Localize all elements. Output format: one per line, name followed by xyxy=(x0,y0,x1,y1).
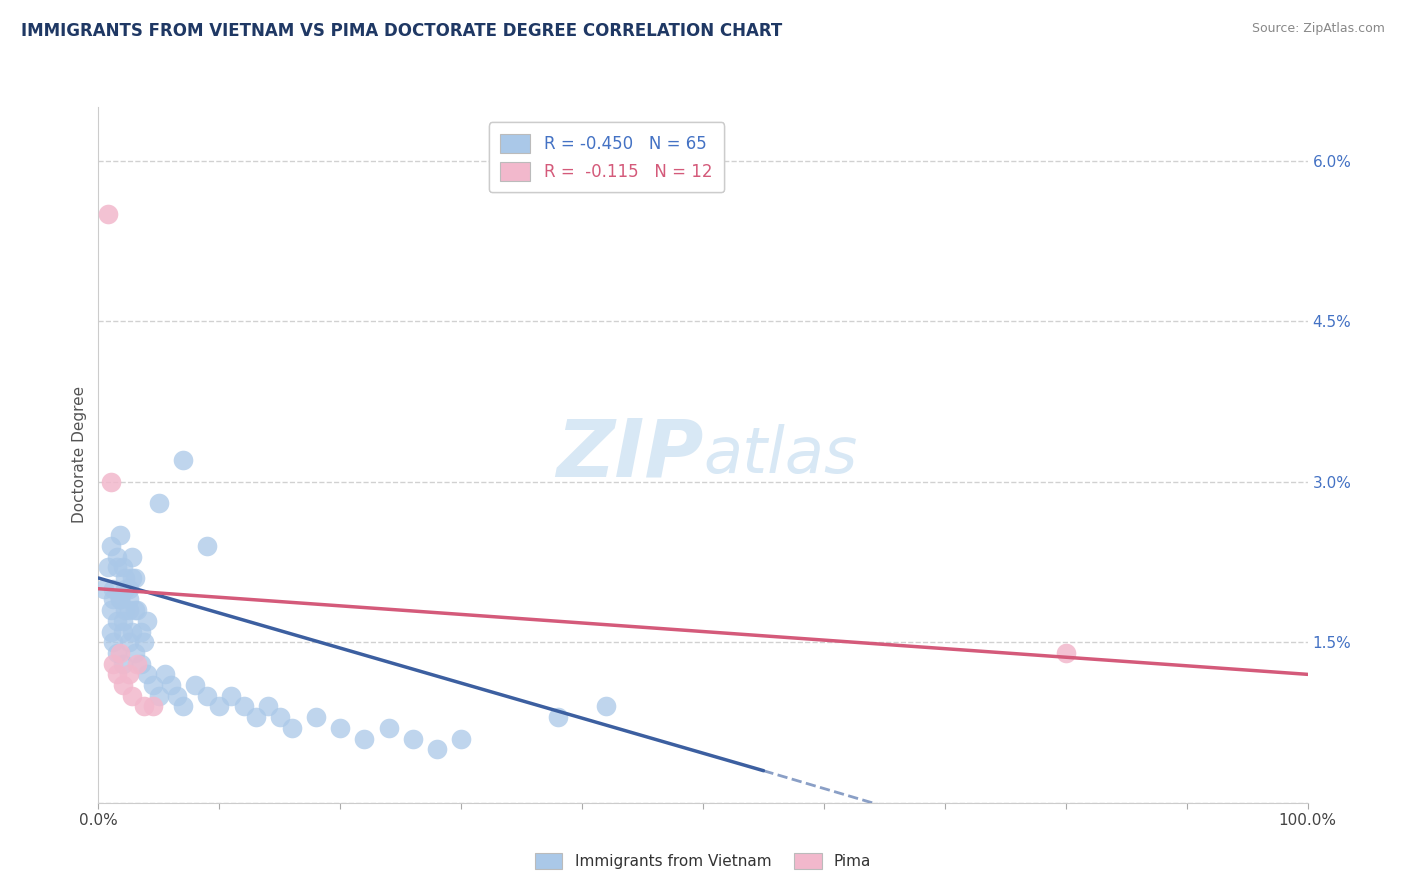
Point xyxy=(148,689,170,703)
Point xyxy=(105,667,128,681)
Point xyxy=(129,624,152,639)
Point xyxy=(124,646,146,660)
Point xyxy=(142,678,165,692)
Point xyxy=(184,678,207,692)
Point xyxy=(97,560,120,574)
Point xyxy=(208,699,231,714)
Point xyxy=(101,657,124,671)
Point xyxy=(101,592,124,607)
Point xyxy=(142,699,165,714)
Point xyxy=(166,689,188,703)
Point xyxy=(245,710,267,724)
Point xyxy=(105,549,128,564)
Point xyxy=(547,710,569,724)
Point xyxy=(124,603,146,617)
Point xyxy=(124,571,146,585)
Point xyxy=(105,646,128,660)
Point xyxy=(450,731,472,746)
Point xyxy=(105,614,128,628)
Point xyxy=(121,549,143,564)
Point xyxy=(111,614,134,628)
Legend: R = -0.450   N = 65, R =  -0.115   N = 12: R = -0.450 N = 65, R = -0.115 N = 12 xyxy=(489,122,724,193)
Point xyxy=(100,624,122,639)
Point xyxy=(172,699,194,714)
Point xyxy=(108,646,131,660)
Point xyxy=(105,560,128,574)
Point xyxy=(269,710,291,724)
Point xyxy=(305,710,328,724)
Point xyxy=(108,592,131,607)
Point xyxy=(153,667,176,681)
Point xyxy=(114,603,136,617)
Point xyxy=(100,603,122,617)
Point xyxy=(118,667,141,681)
Point xyxy=(221,689,243,703)
Point xyxy=(129,657,152,671)
Point xyxy=(148,496,170,510)
Point xyxy=(93,582,115,596)
Point xyxy=(121,624,143,639)
Point xyxy=(97,207,120,221)
Point xyxy=(118,592,141,607)
Point xyxy=(281,721,304,735)
Point xyxy=(101,635,124,649)
Point xyxy=(121,571,143,585)
Point xyxy=(134,635,156,649)
Point xyxy=(111,560,134,574)
Point xyxy=(111,678,134,692)
Point xyxy=(121,689,143,703)
Point xyxy=(195,689,218,703)
Point xyxy=(329,721,352,735)
Point xyxy=(108,592,131,607)
Point xyxy=(172,453,194,467)
Point xyxy=(101,582,124,596)
Point xyxy=(426,742,449,756)
Y-axis label: Doctorate Degree: Doctorate Degree xyxy=(72,386,87,524)
Text: atlas: atlas xyxy=(703,424,858,486)
Point xyxy=(595,699,617,714)
Point xyxy=(127,657,149,671)
Point xyxy=(111,657,134,671)
Point xyxy=(100,539,122,553)
Point xyxy=(118,582,141,596)
Point xyxy=(135,667,157,681)
Point xyxy=(118,603,141,617)
Text: ZIP: ZIP xyxy=(555,416,703,494)
Point xyxy=(256,699,278,714)
Point xyxy=(108,528,131,542)
Point xyxy=(195,539,218,553)
Text: IMMIGRANTS FROM VIETNAM VS PIMA DOCTORATE DEGREE CORRELATION CHART: IMMIGRANTS FROM VIETNAM VS PIMA DOCTORAT… xyxy=(21,22,782,40)
Point xyxy=(111,624,134,639)
Point xyxy=(114,571,136,585)
Point xyxy=(134,699,156,714)
Legend: Immigrants from Vietnam, Pima: Immigrants from Vietnam, Pima xyxy=(529,847,877,875)
Point xyxy=(232,699,254,714)
Point xyxy=(100,475,122,489)
Point xyxy=(114,582,136,596)
Point xyxy=(402,731,425,746)
Point xyxy=(118,635,141,649)
Point xyxy=(160,678,183,692)
Point xyxy=(353,731,375,746)
Text: Source: ZipAtlas.com: Source: ZipAtlas.com xyxy=(1251,22,1385,36)
Point xyxy=(1054,646,1077,660)
Point xyxy=(135,614,157,628)
Point xyxy=(377,721,399,735)
Point xyxy=(127,603,149,617)
